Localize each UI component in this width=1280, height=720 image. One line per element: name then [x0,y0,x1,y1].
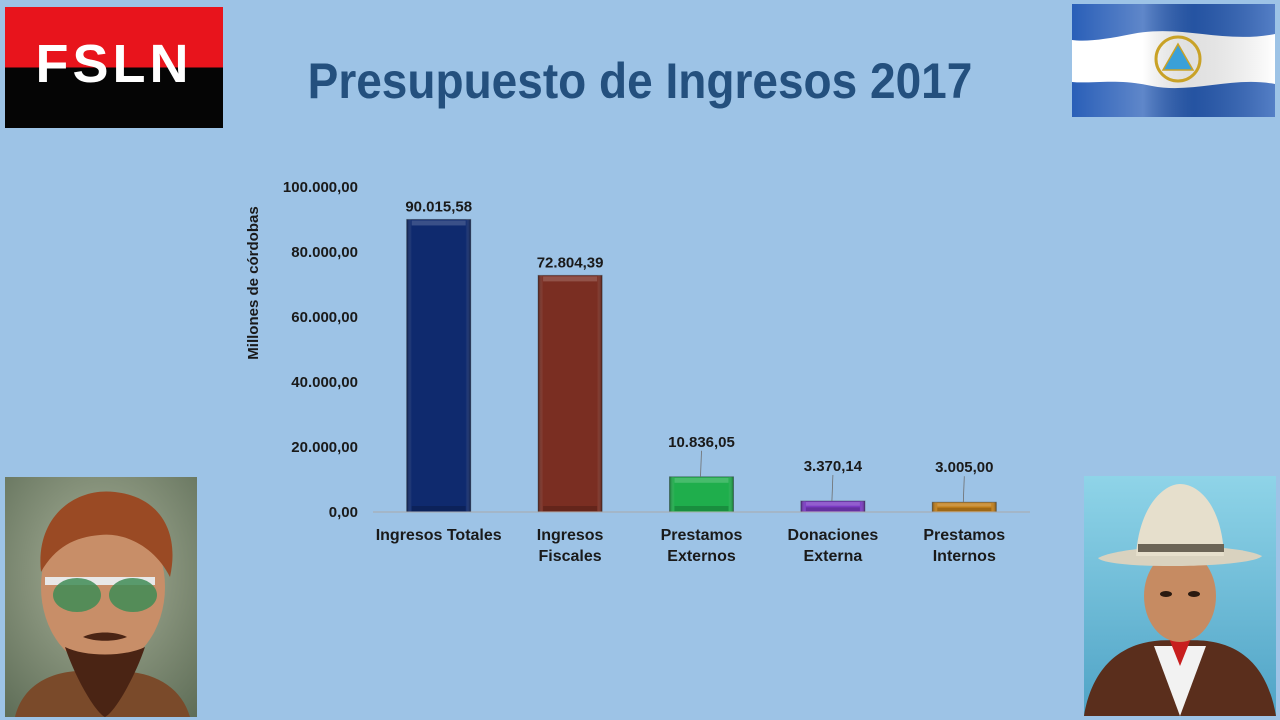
portrait-left [5,477,197,717]
nicaragua-flag [1072,4,1275,117]
y-tick-label: 80.000,00 [291,244,358,261]
y-tick-label: 100.000,00 [283,179,358,196]
bar-bottom-bevel [543,506,598,511]
y-tick-label: 60.000,00 [291,309,358,326]
bar-bottom-bevel [937,507,992,511]
bar-bevel [406,219,471,512]
category-label: Prestamos Internos [923,527,1005,565]
category-label: Ingresos Totales [376,527,502,544]
bar-bottom-bevel [805,507,860,511]
bar-bevel [932,502,997,512]
category-label: Donaciones Externa [788,527,879,565]
category-label: Prestamos Externos [661,527,743,565]
bar-bevel [669,476,734,512]
portrait-right [1084,476,1276,716]
bar-top-bevel [674,477,729,483]
data-label-leader [700,450,702,477]
bar-bottom-bevel [674,506,729,511]
bar-bevel [800,501,865,512]
data-label: 72.804,39 [537,254,604,271]
y-tick-label: 20.000,00 [291,439,358,456]
data-label-leader [831,475,834,502]
slide-title: Presupuesto de Ingresos 2017 [307,53,973,109]
category-label: Ingresos Fiscales [537,527,604,565]
fsln-logo: FSLN [5,7,223,128]
bar-bevel [538,275,603,512]
data-label: 3.005,00 [935,459,993,476]
data-label: 90.015,58 [405,198,472,215]
bar-top-bevel [543,276,598,282]
y-axis-label: Millones de córdobas [245,206,262,359]
data-label: 10.836,05 [668,434,735,451]
bar-bottom-bevel [411,506,466,511]
bar-top-bevel [937,503,992,507]
bar-top-bevel [411,220,466,226]
data-label-leader [962,476,965,503]
y-tick-label: 0,00 [329,504,358,521]
fsln-logo-text: FSLN [35,33,193,94]
data-label: 3.370,14 [804,458,863,475]
bar-top-bevel [805,502,860,506]
y-tick-label: 40.000,00 [291,374,358,391]
